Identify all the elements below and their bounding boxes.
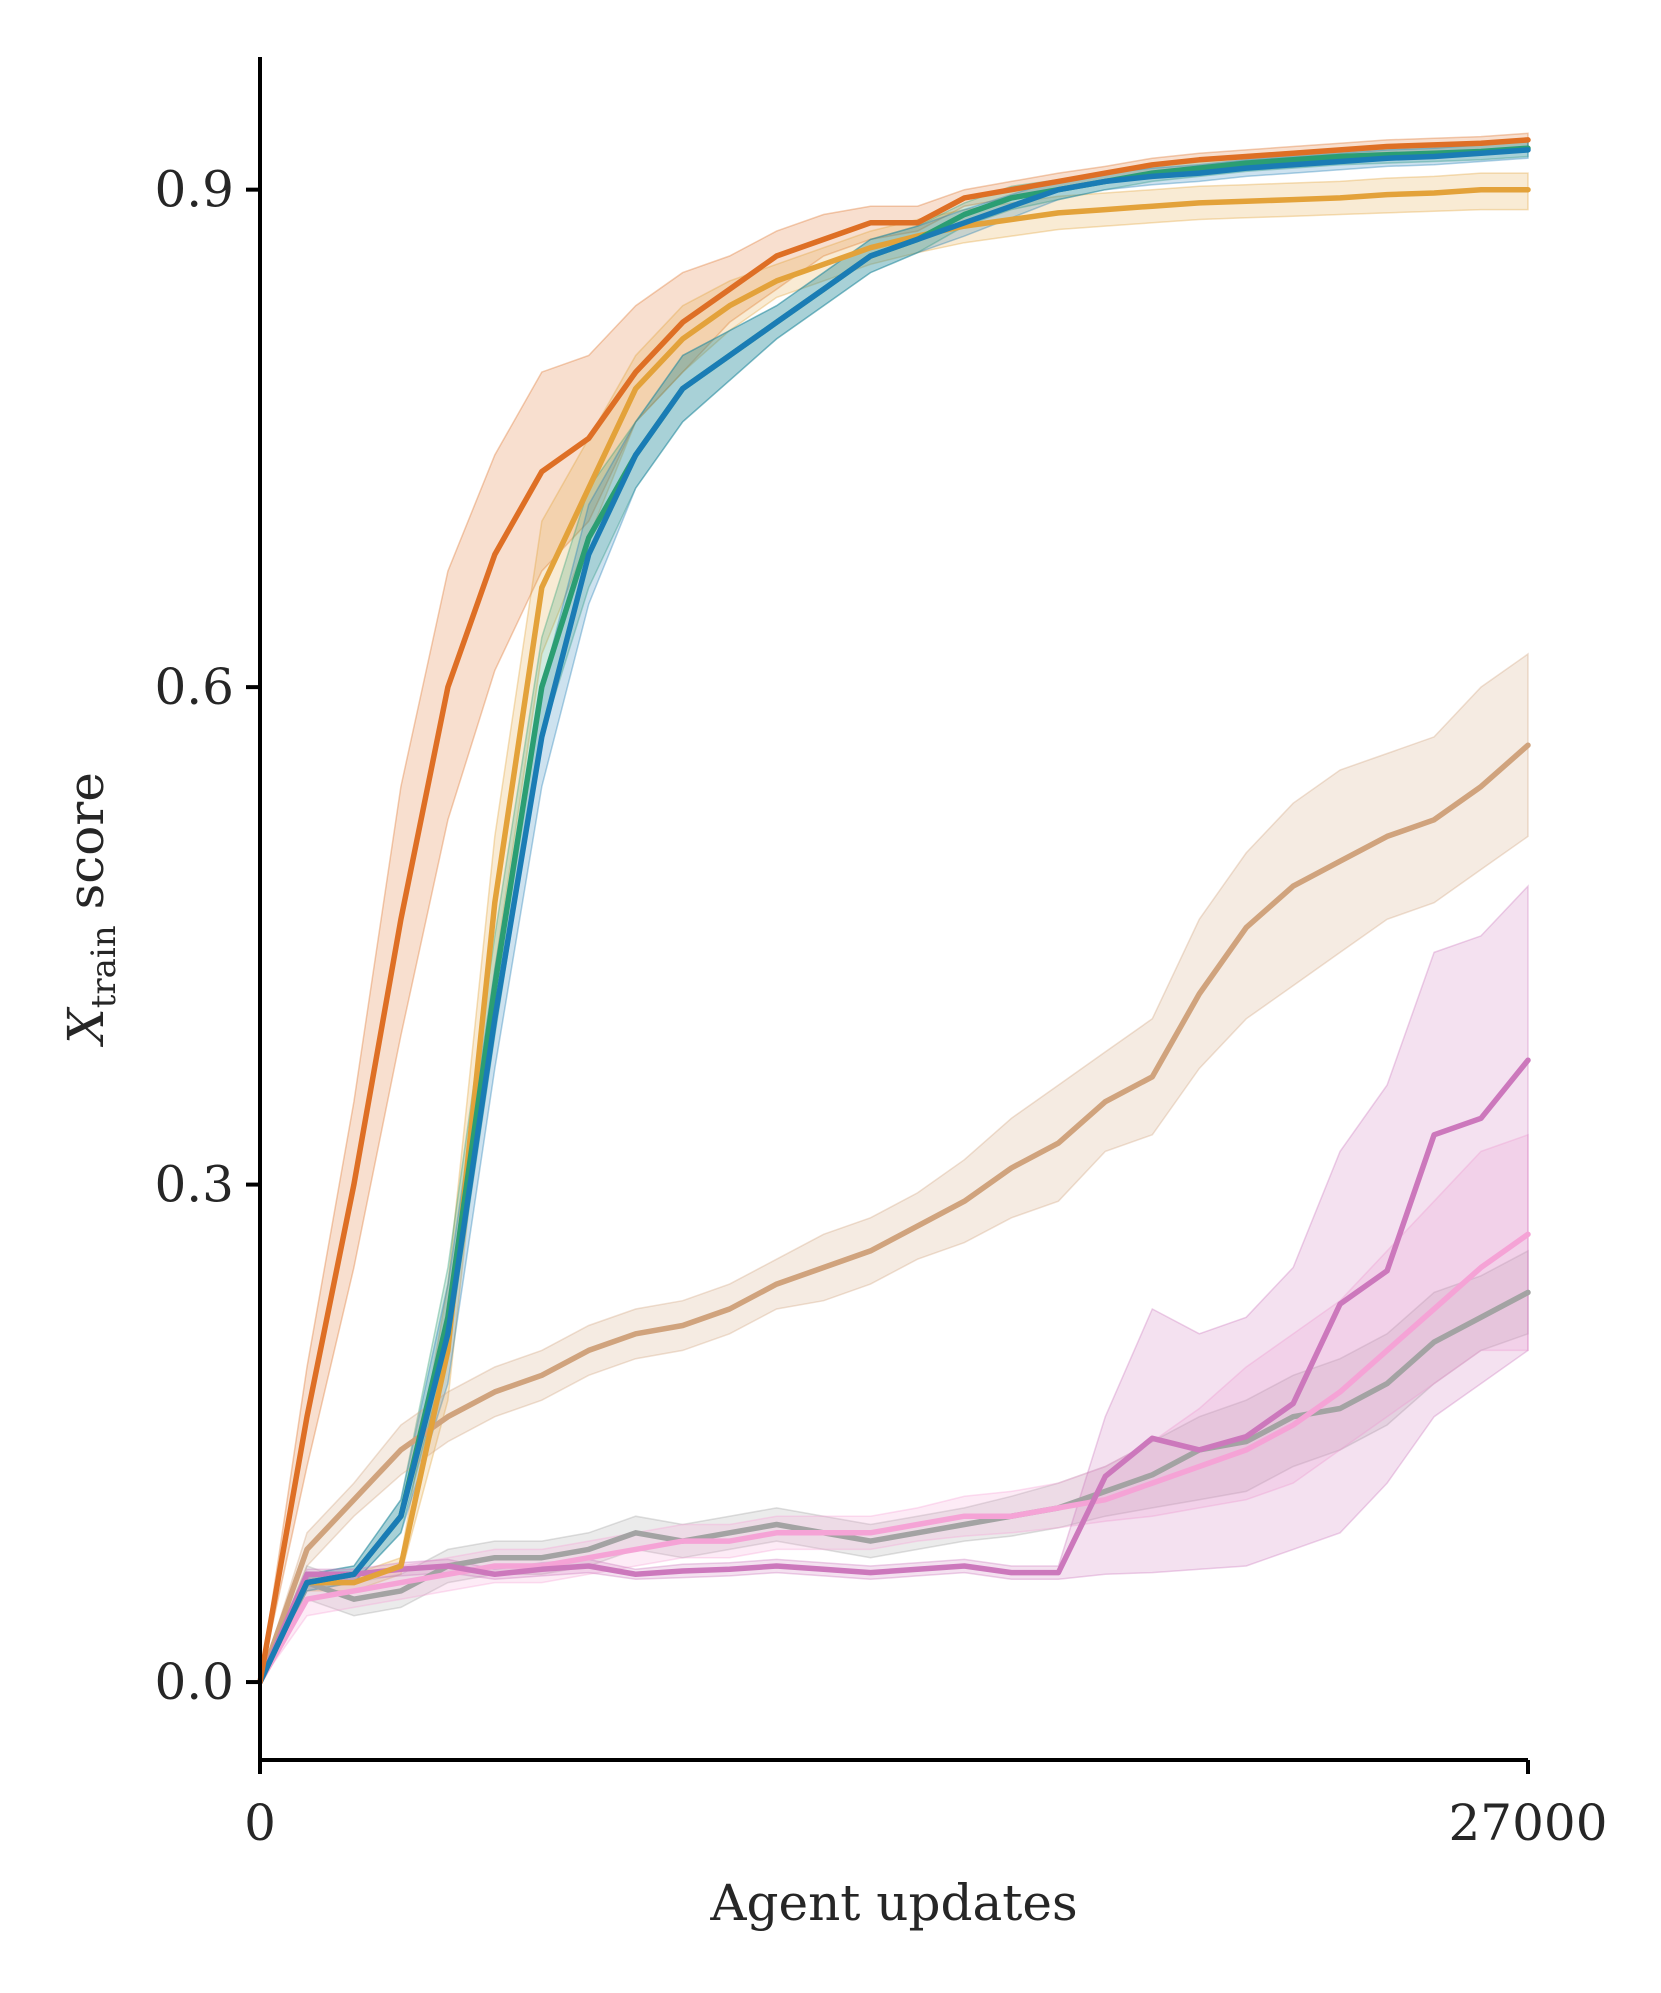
series-lines (257, 137, 1531, 1685)
y-tick-label: 0.3 (154, 1156, 234, 1214)
band-magenta (259, 884, 1529, 1683)
y-tick-label: 0.9 (154, 161, 234, 219)
band-pink (259, 1133, 1529, 1683)
x-tick-label: 0 (244, 1794, 276, 1852)
line-tan (257, 742, 1531, 1685)
y-tick-label: 0.0 (154, 1653, 234, 1711)
y-axis-title-suffix: score (57, 772, 115, 925)
line-gray (257, 1289, 1531, 1685)
axes (258, 57, 1528, 1762)
line-blue (257, 147, 1531, 1685)
x-tick-label: 27000 (1448, 1794, 1607, 1852)
y-ticks: 0.0 0.3 0.6 0.9 (154, 161, 260, 1711)
confidence-bands (259, 132, 1529, 1683)
y-tick-label: 0.6 (154, 658, 234, 716)
x-ticks: 0 27000 (244, 1760, 1608, 1852)
line-gold (257, 186, 1531, 1685)
line-magenta (257, 1057, 1531, 1685)
line-dark-orange (257, 137, 1531, 1685)
x-axis-title: Agent updates (709, 1874, 1077, 1932)
y-axis-title: Xtrain score (57, 772, 124, 1048)
y-axis-title-subscript: train (84, 925, 124, 1008)
y-axis-title-main: X (57, 1006, 115, 1048)
